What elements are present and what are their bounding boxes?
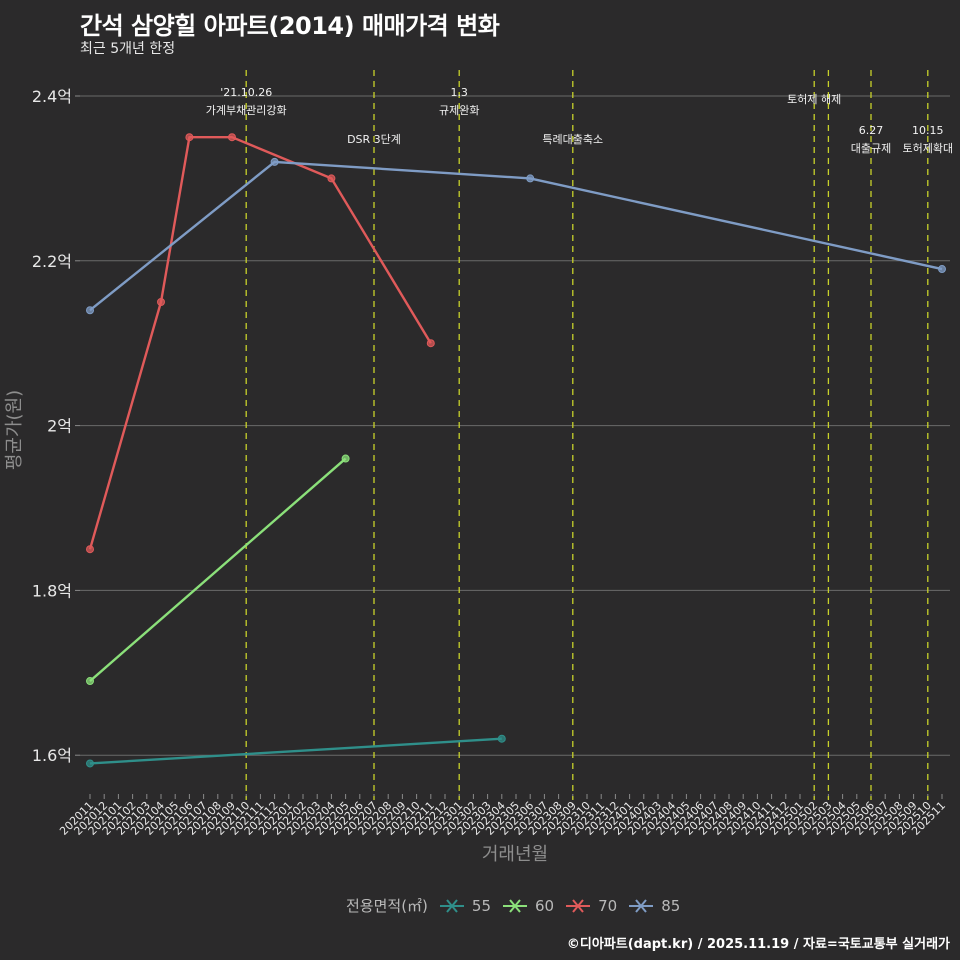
policy-event-label: 6.27 bbox=[859, 124, 884, 137]
policy-event-label: 1.3 bbox=[450, 86, 468, 99]
data-point bbox=[938, 265, 946, 274]
policy-event-label: DSR 3단계 bbox=[347, 133, 401, 146]
data-point bbox=[86, 759, 94, 768]
y-tick-label: 2.2억 bbox=[32, 252, 72, 271]
y-tick-label: 2.4억 bbox=[32, 87, 72, 106]
y-tick-label: 2억 bbox=[47, 417, 72, 436]
data-point bbox=[228, 133, 236, 142]
data-point bbox=[86, 677, 94, 686]
data-point bbox=[426, 339, 435, 348]
y-tick-label: 1.6억 bbox=[32, 746, 72, 765]
data-point bbox=[526, 174, 535, 183]
chart-subtitle: 최근 5개년 한정 bbox=[80, 41, 176, 57]
legend: 전용면적(㎡) 55 60 70 85 bbox=[346, 895, 680, 916]
policy-event-label: 대출규제 bbox=[851, 142, 891, 155]
policy-event-label: 규제완화 bbox=[439, 104, 479, 117]
policy-event-label: 토허제 해제 bbox=[787, 92, 841, 106]
y-axis-label: 평균가(원) bbox=[4, 390, 25, 470]
data-point bbox=[157, 298, 165, 306]
data-point bbox=[327, 174, 336, 183]
legend-line-star-icon bbox=[566, 898, 591, 913]
data-point bbox=[86, 545, 94, 554]
data-point bbox=[86, 306, 94, 315]
policy-event-label: '21.10.26 bbox=[220, 86, 272, 99]
legend-item-85: 85 bbox=[629, 897, 680, 915]
policy-event-label: 토허제확대 bbox=[902, 142, 953, 155]
policy-event-label: 10.15 bbox=[912, 124, 944, 137]
chart-title: 간석 삼양힐 아파트(2014) 매매가격 변화 bbox=[80, 12, 500, 40]
source-caption: ©디아파트(dapt.kr) / 2025.11.19 / 자료=국토교통부 실… bbox=[566, 937, 950, 952]
series-line-60 bbox=[89, 457, 347, 682]
legend-line-star-icon bbox=[439, 898, 464, 913]
series-line-85 bbox=[89, 160, 943, 312]
policy-event-label: 가계부채관리강화 bbox=[206, 104, 287, 117]
data-point bbox=[341, 454, 350, 463]
series-line-70 bbox=[88, 135, 432, 550]
series-line-55 bbox=[89, 737, 502, 765]
policy-event-label: 특례대출축소 bbox=[542, 133, 603, 146]
data-point bbox=[497, 734, 506, 743]
legend-item-70: 70 bbox=[566, 897, 617, 915]
x-axis-label: 거래년월 bbox=[482, 844, 548, 865]
legend-line-star-icon bbox=[629, 898, 654, 913]
legend-line-star-icon bbox=[503, 898, 527, 913]
y-tick-label: 1.8억 bbox=[32, 581, 72, 600]
data-point bbox=[270, 157, 279, 166]
data-point bbox=[185, 133, 194, 142]
legend-item-55: 55 bbox=[439, 897, 491, 915]
legend-item-60: 60 bbox=[503, 897, 554, 915]
legend-title: 전용면적(㎡) bbox=[346, 897, 428, 915]
